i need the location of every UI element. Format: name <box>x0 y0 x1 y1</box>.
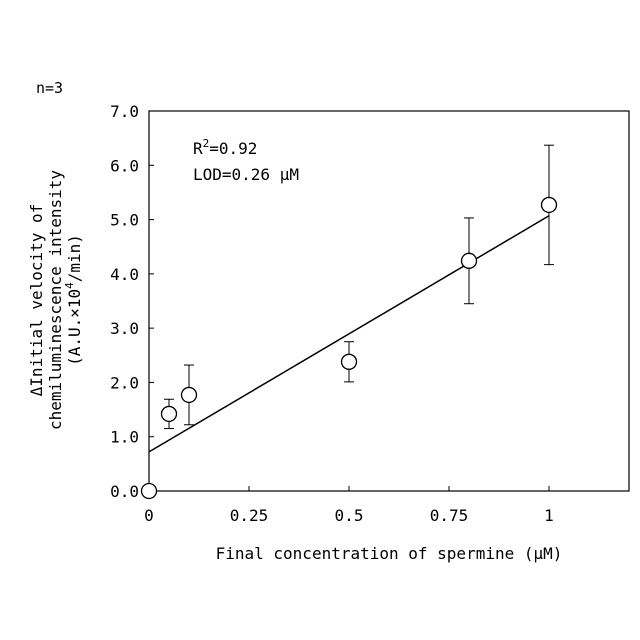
annotation-lod: LOD=0.26 μM <box>193 165 299 184</box>
y-tick-label: 0.0 <box>110 482 139 501</box>
n-label: n=3 <box>36 79 63 97</box>
y-tick-label: 5.0 <box>110 211 139 230</box>
data-point <box>162 406 177 421</box>
data-point <box>462 253 477 268</box>
x-axis-label: Final concentration of spermine (μM) <box>216 544 563 563</box>
annotation-r2: R2=0.92 <box>193 137 257 158</box>
y-tick-label: 6.0 <box>110 156 139 175</box>
x-tick-label: 0.5 <box>335 506 364 525</box>
data-point <box>342 354 357 369</box>
y-axis: 0.0 1.0 2.0 3.0 4.0 5.0 6.0 7.0 <box>110 102 154 501</box>
fit-line-group <box>149 216 549 452</box>
y-axis-label-unit: (A.U.×104/min) <box>63 234 84 366</box>
data-point <box>182 387 197 402</box>
y-tick-label: 2.0 <box>110 373 139 392</box>
y-axis-label-line2: chemiluminescence intensity <box>46 170 65 430</box>
data-point <box>142 484 157 499</box>
x-tick-label: 0 <box>144 506 154 525</box>
data-point <box>542 197 557 212</box>
y-axis-label: ΔInitial velocity of chemiluminescence i… <box>27 170 84 430</box>
y-tick-label: 7.0 <box>110 102 139 121</box>
x-tick-label: 0.75 <box>430 506 469 525</box>
fit-line <box>149 216 549 452</box>
y-axis-label-line1: ΔInitial velocity of <box>27 204 46 397</box>
x-tick-label: 0.25 <box>230 506 269 525</box>
y-tick-label: 1.0 <box>110 428 139 447</box>
x-axis: 0 0.25 0.5 0.75 1 <box>144 486 554 525</box>
error-bars <box>164 145 554 428</box>
y-tick-label: 4.0 <box>110 265 139 284</box>
y-tick-label: 3.0 <box>110 319 139 338</box>
x-tick-label: 1 <box>544 506 554 525</box>
